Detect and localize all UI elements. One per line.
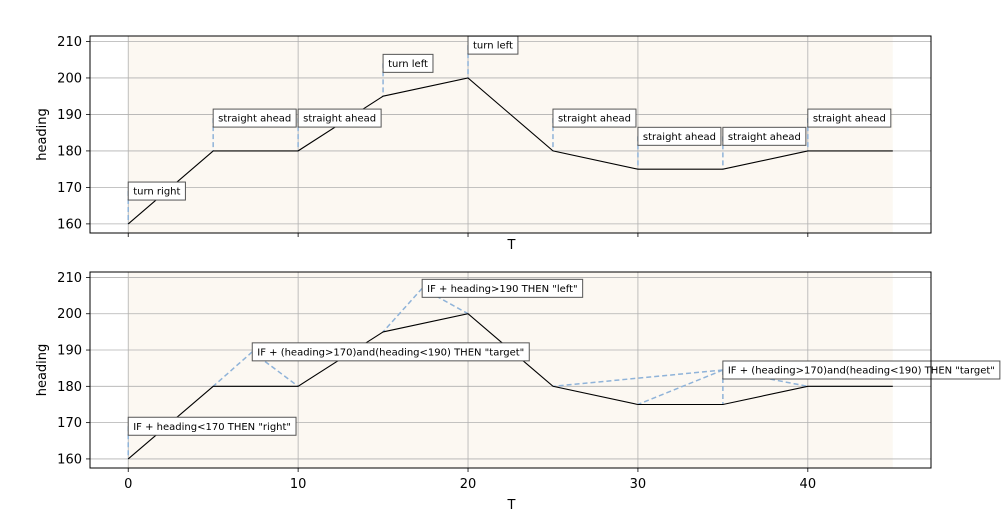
y-tick-label: 160 — [57, 217, 82, 232]
y-tick-label: 180 — [57, 380, 82, 395]
x-tick-label: 20 — [460, 477, 477, 492]
annotation-box: straight ahead — [213, 109, 296, 127]
annotation-box: turn left — [383, 54, 433, 72]
annotation-label: straight ahead — [813, 114, 886, 125]
x-tick-label: 30 — [630, 477, 647, 492]
y-axis-label: heading — [35, 344, 50, 397]
annotation-box: IF + heading>190 THEN "left" — [422, 279, 583, 297]
annotation-box: straight ahead — [553, 109, 636, 127]
annotation-label: straight ahead — [558, 114, 631, 125]
y-tick-label: 180 — [57, 144, 82, 159]
annotation-box: straight ahead — [298, 109, 381, 127]
y-tick-label: 190 — [57, 108, 82, 123]
annotation-label: straight ahead — [218, 114, 291, 125]
annotation-label: straight ahead — [728, 132, 801, 143]
x-axis-label: T — [507, 498, 516, 513]
annotation-label: IF + heading<170 THEN "right" — [133, 422, 291, 433]
subplot-1: turn right straight ahead straight ahead tu… — [35, 35, 931, 253]
annotation-box: straight ahead — [723, 127, 806, 145]
subplot-2: IF + heading<170 THEN "right" IF + (headi… — [35, 271, 1000, 513]
annotation-box: turn left — [468, 36, 518, 54]
annotation-label: turn left — [388, 59, 428, 70]
annotation-box: IF + (heading>170)and(heading<190) THEN … — [723, 361, 1000, 379]
y-tick-label: 210 — [57, 271, 82, 286]
x-tick-label: 10 — [290, 477, 307, 492]
annotation-box: IF + (heading>170)and(heading<190) THEN … — [252, 343, 529, 361]
y-tick-label: 190 — [57, 344, 82, 359]
y-tick-label: 170 — [57, 181, 82, 196]
y-tick-label: 160 — [57, 452, 82, 467]
y-tick-label: 200 — [57, 307, 82, 322]
annotation-label: turn right — [133, 187, 180, 198]
annotation-box: turn right — [128, 182, 185, 200]
y-tick-label: 200 — [57, 71, 82, 86]
y-axis-label: heading — [35, 108, 50, 161]
annotation-label: IF + (heading>170)and(heading<190) THEN … — [728, 366, 995, 377]
annotation-label: IF + (heading>170)and(heading<190) THEN … — [257, 347, 524, 358]
y-tick-label: 210 — [57, 35, 82, 50]
x-tick-label: 40 — [800, 477, 817, 492]
annotation-box: straight ahead — [638, 127, 721, 145]
annotation-label: turn left — [473, 41, 513, 52]
annotation-label: straight ahead — [643, 132, 716, 143]
x-axis-label: T — [507, 238, 516, 253]
x-tick-label: 0 — [124, 477, 132, 492]
annotation-label: IF + heading>190 THEN "left" — [427, 284, 578, 295]
y-tick-label: 170 — [57, 416, 82, 431]
annotation-label: straight ahead — [303, 114, 376, 125]
annotation-box: IF + heading<170 THEN "right" — [128, 417, 296, 435]
annotation-box: straight ahead — [808, 109, 891, 127]
